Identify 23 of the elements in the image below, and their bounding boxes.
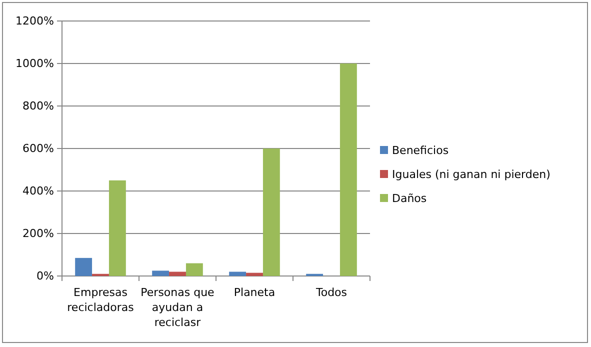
y-tick-label: 0% bbox=[36, 270, 54, 283]
x-tick-label: Planeta bbox=[234, 286, 276, 299]
bar bbox=[340, 64, 357, 276]
legend-label: Daños bbox=[392, 192, 427, 205]
legend-label: Beneficios bbox=[392, 144, 449, 157]
x-tick-label: Todos bbox=[314, 286, 348, 299]
y-tick-label: 600% bbox=[22, 142, 54, 156]
y-tick-label: 200% bbox=[22, 227, 54, 240]
y-tick-label: 1000% bbox=[16, 57, 54, 70]
legend-label: Iguales (ni ganan ni pierden) bbox=[392, 168, 550, 181]
bar bbox=[108, 180, 126, 276]
bar bbox=[169, 272, 186, 276]
bar bbox=[75, 258, 92, 276]
y-tick-label: 400% bbox=[22, 184, 54, 198]
y-tick-label: 1200% bbox=[16, 14, 54, 28]
x-tick-label: Empresas recicladoras bbox=[67, 286, 134, 314]
bar bbox=[229, 272, 246, 276]
bar bbox=[186, 263, 203, 276]
bar bbox=[246, 272, 263, 276]
x-tick-label: Personas que ayudan a reciclasr bbox=[140, 286, 215, 329]
bar bbox=[262, 148, 280, 276]
bar bbox=[152, 270, 170, 276]
y-tick-label: 800% bbox=[22, 100, 54, 113]
